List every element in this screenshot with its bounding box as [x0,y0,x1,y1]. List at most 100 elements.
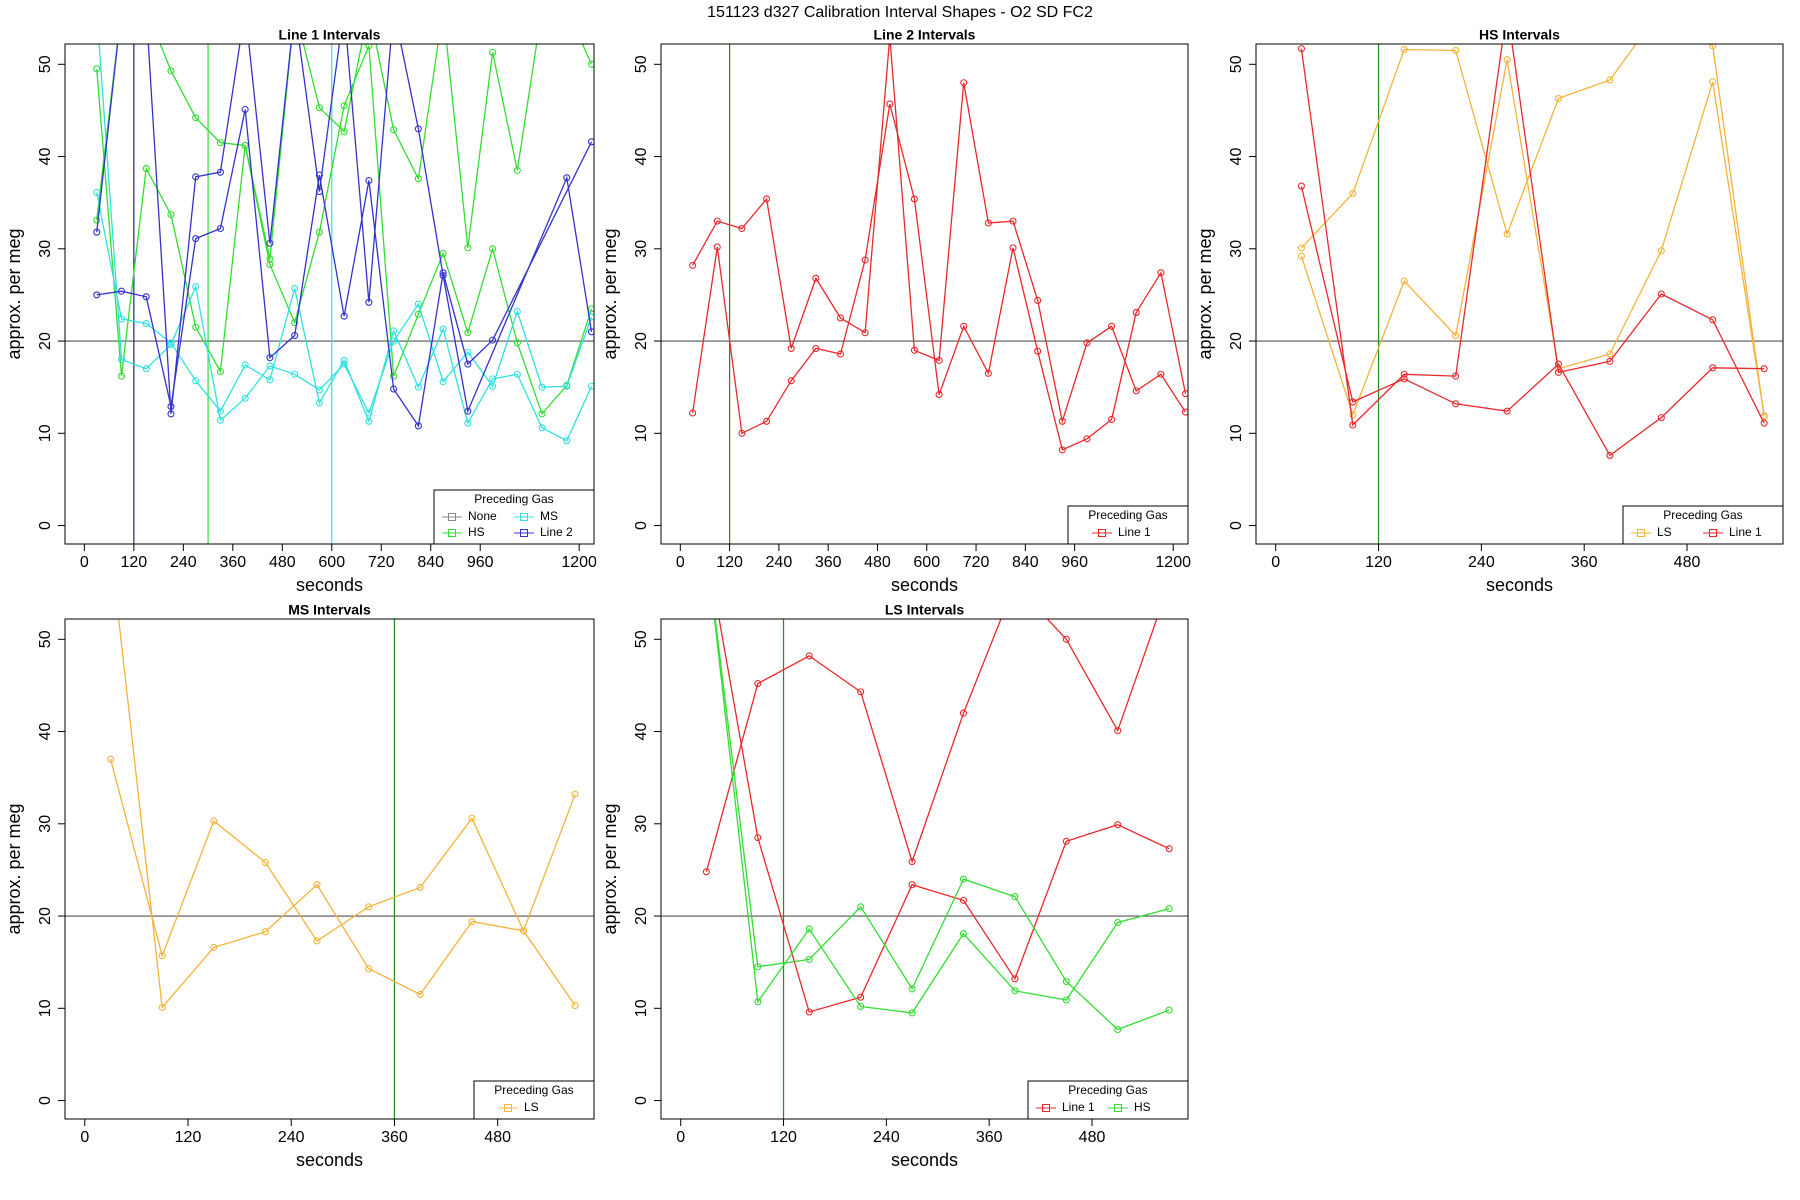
point [216,224,224,233]
point [93,216,101,224]
point [468,814,476,822]
point [216,168,224,176]
point [1034,296,1042,305]
point [587,305,594,313]
point [464,419,472,427]
point [787,344,795,352]
legend-box [1027,1080,1189,1120]
point [266,239,274,247]
point [959,930,968,938]
point [266,255,274,263]
point [167,211,175,219]
point [1760,365,1768,373]
point [1297,252,1305,260]
point [1114,821,1122,829]
point [1503,56,1511,64]
point [805,652,813,660]
point [210,943,218,951]
point [1400,45,1408,54]
point [1108,415,1116,424]
y-tick-label: 10 [37,424,54,442]
legend-swatch [448,529,456,537]
point [390,337,398,345]
point [107,755,115,763]
y-axis-label: approx. per meg [4,803,24,934]
point [857,688,865,696]
plot-area [661,619,1188,1119]
legend-label: Line 1 [1118,525,1151,539]
point [142,319,150,328]
point [192,114,200,122]
x-tick-label: 840 [1012,554,1039,571]
point [1452,400,1460,408]
point [390,126,398,134]
legend-swatch [1042,1104,1050,1112]
panel: Line 1 Intervals seconds approx. per meg 0 1… [4,27,597,595]
legend-title: Preceding Gas [1068,1083,1147,1097]
point [1349,189,1357,197]
point [959,896,968,904]
legend-swatch [504,1104,512,1112]
point [315,399,323,407]
y-tick-label: 20 [37,907,54,925]
point [910,195,918,203]
point [414,175,422,183]
y-tick-label: 20 [633,332,650,350]
point [754,834,762,842]
y-tick-label: 30 [37,240,54,258]
point [414,125,422,133]
series-line [118,619,576,1009]
legend-swatch [1114,1104,1122,1112]
x-tick-label: 0 [676,1129,685,1146]
x-tick-label: 720 [963,554,990,571]
point [1760,419,1768,427]
legend-swatch [520,529,528,537]
point [365,417,373,425]
point [738,224,746,233]
point [908,985,916,993]
point [538,410,546,418]
point [464,244,472,252]
series-line [692,44,1187,424]
point [754,963,762,971]
x-tick-label: 1200 [1155,554,1191,571]
point [241,105,249,114]
x-tick-label: 0 [1271,554,1280,571]
point [519,927,528,935]
x-tick-label: 120 [770,1129,797,1146]
point [365,965,373,973]
x-axis-label: seconds [296,575,363,595]
point [1503,407,1511,415]
plot-frame [64,618,595,1120]
y-tick-label: 50 [633,630,650,648]
point [416,990,424,999]
point [713,217,721,225]
point [489,48,497,56]
legend-label: Line 1 [1062,1100,1095,1114]
series-line [1300,44,1765,427]
point [340,312,348,320]
point [340,360,348,368]
y-tick-label: 0 [633,1096,650,1105]
point [365,409,373,417]
legend-label: Line 2 [540,525,573,539]
y-axis-label: approx. per meg [600,228,620,359]
plot-area [661,44,1188,544]
point [1709,78,1717,86]
x-tick-label: 120 [121,554,148,571]
point [1083,435,1091,443]
point [984,369,992,377]
point [513,370,521,378]
point [1011,975,1019,983]
point [313,881,321,889]
point [142,164,150,173]
x-tick-label: 240 [170,554,197,571]
point [1503,230,1511,238]
point [587,382,594,390]
figure-title: 151123 d327 Calibration Interval Shapes … [707,4,1093,21]
point [390,385,398,393]
point [1349,411,1357,419]
point [489,336,497,344]
point [93,228,101,236]
x-tick-label: 360 [815,554,842,571]
